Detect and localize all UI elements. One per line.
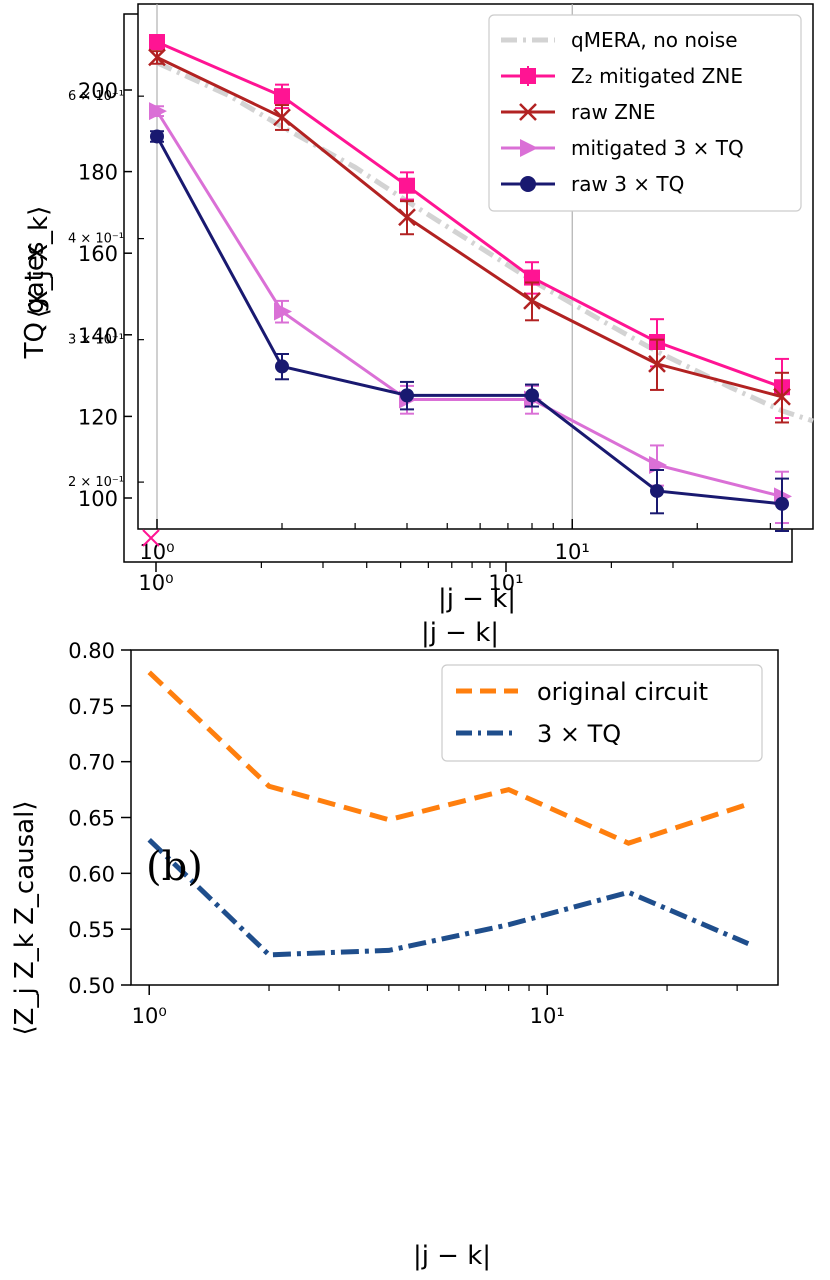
overlay-ytick-label: 160 [78,242,118,266]
bottom-series [147,670,750,958]
top-ytick-label: 2 × 10⁻¹ [68,475,124,490]
legend-entry-3tq: 3 × TQ [456,720,621,748]
legend-label-raw-tq: raw 3 × TQ [571,172,684,196]
legend-entry-z2-zne: Z₂ mitigated ZNE [501,64,743,88]
top-point [525,388,540,403]
top-point [149,34,166,51]
bottom-xtick-label: 10⁰ [132,1004,167,1028]
bottom-legend: original circuit 3 × TQ [441,664,763,762]
bottom-ytick-label: 0.75 [68,695,115,719]
legend-label-z2-zne: Z₂ mitigated ZNE [571,64,743,88]
top-series-line-0 [155,60,814,424]
bottom-ytick-label: 0.60 [68,862,115,886]
top-point [273,108,291,127]
legend-entry-original: original circuit [456,678,708,706]
top-point [275,359,290,374]
legend-marker-raw-tq [520,176,536,192]
overlay-ytick-label: 140 [78,324,118,348]
overlay-ytick-label: 200 [78,79,118,103]
legend-label-original: original circuit [537,678,708,706]
overlay-ylabel: TQ gates [20,242,50,360]
overlay-ytick-label: 120 [78,405,118,429]
top-xlabel: |j − k| [438,584,516,614]
bottom-ytick-label: 0.55 [68,918,115,942]
top-ytick-label: 6 × 10⁻¹ [68,89,124,104]
top-point [775,496,790,511]
legend-label-mit-tq: mitigated 3 × TQ [571,136,744,160]
top-series-line-4 [155,135,783,506]
legend-marker-z2-zne [520,68,536,84]
top-ytick-label: 3 × 10⁻¹ [68,333,124,348]
top-point [399,177,416,194]
bottom-ytick-label: 0.50 [68,974,115,998]
bottom-ticks: 0.80 0.75 0.70 0.65 0.60 0.55 0.50 10⁰ 10¹ [68,639,738,1028]
top-point [274,88,291,105]
top-point [650,483,665,498]
legend-label-3tq: 3 × TQ [537,720,621,748]
bottom-ytick-label: 0.80 [68,639,115,663]
overlay-xtick-label: 10⁰ [138,571,173,595]
top-point [400,388,415,403]
bottom-series-line-1 [147,838,750,958]
top-point [148,48,166,67]
overlay-ticks: 200 180 160 140 120 100 10⁰ 10¹ [78,79,674,595]
legend-entry-mit-tq: mitigated 3 × TQ [501,136,744,160]
bottom-series-line-0 [147,670,750,846]
overlay-xtick-label: 10¹ [488,571,523,595]
top-series-line-1 [156,40,783,389]
top-xtick-label: 10¹ [555,540,590,564]
top-point [150,129,165,144]
top-point [523,292,541,310]
bottom-ylabel: ⟨Z_j Z_k Z_causal⟩ [10,801,40,1036]
bottom-xtick-label: 10¹ [530,1004,565,1028]
overlay-ytick-label: 180 [78,161,118,185]
legend-entry-raw-zne: raw ZNE [501,100,656,124]
top-point [648,355,666,373]
top-series-line-3 [155,110,783,498]
bottom-ytick-label: 0.70 [68,751,115,775]
stray-x-marker [142,529,160,547]
top-ytick-label: 4 × 10⁻¹ [68,232,124,247]
top-series [148,34,814,533]
legend-label-qmera: qMERA, no noise [571,28,738,52]
legend-entry-qmera: qMERA, no noise [501,28,738,52]
top-ylabel: ⟨X_j X_k⟩ [24,206,54,318]
legend-marker-raw-zne [519,103,537,121]
overlay-ytick-label: 100 [78,487,118,511]
top-legend: qMERA, no noise Z₂ mitigated ZNE raw ZNE… [488,14,802,212]
bottom-xlabel: |j − k| [413,1241,491,1271]
legend-marker-mit-tq [520,139,538,157]
bottom-ytick-label: 0.65 [68,807,115,831]
overlay-xlabel: |j − k| [421,618,499,648]
bottom-legend-box [441,664,763,762]
top-panel: 10⁰ 10¹ 6 × 10⁻¹ 4 × 10⁻¹ 3 × 10⁻¹ 2 × 10⁻¹ 2… [20,3,814,648]
legend-label-raw-zne: raw ZNE [571,100,656,124]
top-legend-box [488,14,802,212]
top-point [398,208,416,227]
top-point [773,387,791,406]
top-point [149,102,168,121]
panel-label-b: (b) [146,844,203,890]
top-point [274,302,293,321]
top-series-line-2 [156,56,783,399]
legend-entry-raw-tq: raw 3 × TQ [501,172,684,196]
bottom-panel: 0.80 0.75 0.70 0.65 0.60 0.55 0.50 10⁰ 10¹ (b) ⟨… [10,639,779,1271]
